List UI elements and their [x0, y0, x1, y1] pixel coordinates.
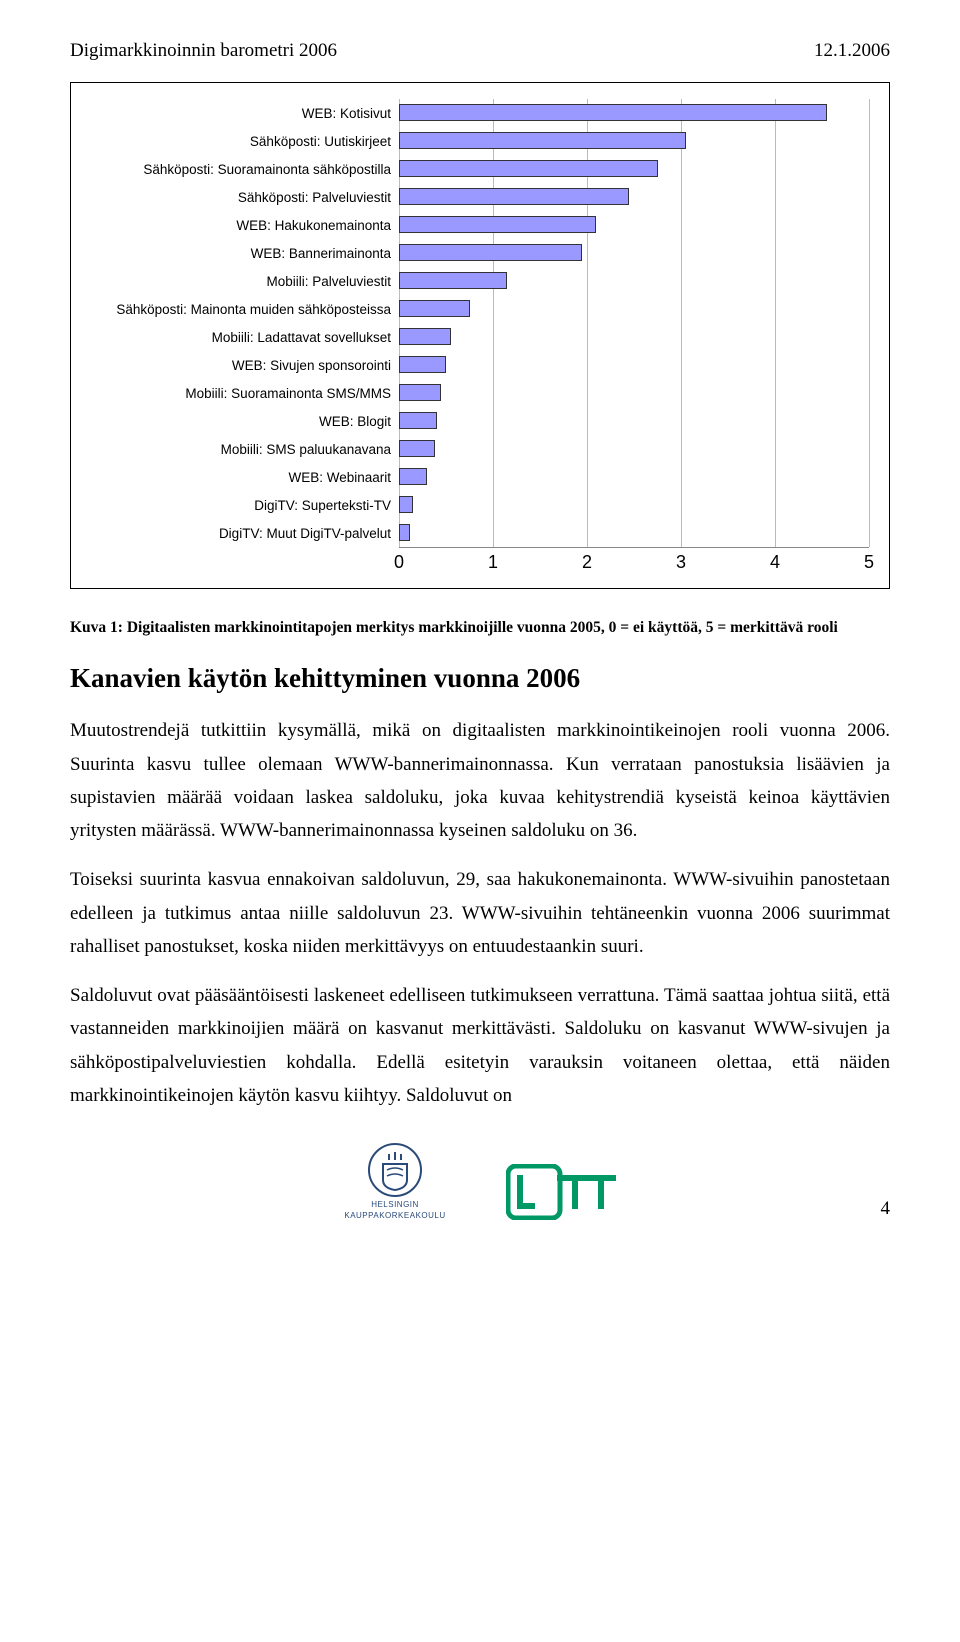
axis-tick: 3	[676, 552, 686, 573]
chart-bar	[399, 188, 629, 205]
chart-bar-label: Mobiili: SMS paluukanavana	[81, 442, 399, 457]
body-paragraph: Muutostrendejä tutkittiin kysymällä, mik…	[70, 714, 890, 847]
chart-row: Mobiili: Suoramainonta SMS/MMS	[81, 379, 869, 407]
chart-bar-label: WEB: Hakukonemainonta	[81, 218, 399, 233]
chart-bar-track	[399, 519, 869, 547]
chart-bar	[399, 496, 413, 513]
doc-date: 12.1.2006	[814, 40, 890, 62]
chart-row: WEB: Hakukonemainonta	[81, 211, 869, 239]
crest-icon	[367, 1142, 423, 1198]
bar-chart-container: WEB: Kotisivut Sähköposti: Uutiskirjeet Sä…	[70, 82, 890, 589]
chart-bar	[399, 524, 410, 541]
doc-title: Digimarkkinoinnin barometri 2006	[70, 40, 337, 62]
chart-bar	[399, 244, 582, 261]
chart-bar	[399, 300, 470, 317]
chart-bar-label: DigiTV: Superteksti-TV	[81, 498, 399, 513]
chart-bar	[399, 384, 441, 401]
logo-hse-text-2: KAUPPAKORKEAKOULU	[344, 1211, 445, 1220]
chart-bar-label: WEB: Sivujen sponsorointi	[81, 358, 399, 373]
chart-bar	[399, 104, 827, 121]
chart-x-axis: 012345	[81, 547, 869, 578]
chart-bar	[399, 216, 596, 233]
chart-bar	[399, 356, 446, 373]
chart-bar-label: WEB: Blogit	[81, 414, 399, 429]
chart-row: WEB: Sivujen sponsorointi	[81, 351, 869, 379]
chart-bar	[399, 160, 658, 177]
chart-bar-track	[399, 491, 869, 519]
page-header: Digimarkkinoinnin barometri 2006 12.1.20…	[70, 40, 890, 62]
chart-row: DigiTV: Muut DigiTV-palvelut	[81, 519, 869, 547]
section-heading: Kanavien käytön kehittyminen vuonna 2006	[70, 663, 890, 694]
chart-bar-track	[399, 295, 869, 323]
chart-bar-track	[399, 463, 869, 491]
chart-bar	[399, 412, 437, 429]
body-paragraph: Toiseksi suurinta kasvua ennakoivan sald…	[70, 863, 890, 963]
chart-bar-track	[399, 351, 869, 379]
chart-bar-label: Sähköposti: Uutiskirjeet	[81, 134, 399, 149]
chart-row: Mobiili: SMS paluukanavana	[81, 435, 869, 463]
chart-bar-track	[399, 407, 869, 435]
chart-row: WEB: Webinaarit	[81, 463, 869, 491]
chart-row: WEB: Kotisivut	[81, 99, 869, 127]
chart-row: Sähköposti: Mainonta muiden sähköposteis…	[81, 295, 869, 323]
chart-bar-label: DigiTV: Muut DigiTV-palvelut	[81, 526, 399, 541]
chart-bar-track	[399, 323, 869, 351]
chart-bar	[399, 328, 451, 345]
chart-bar-track	[399, 127, 869, 155]
chart-row: Mobiili: Ladattavat sovellukset	[81, 323, 869, 351]
chart-row: Sähköposti: Uutiskirjeet	[81, 127, 869, 155]
logo-ltt	[506, 1164, 616, 1220]
chart-bar-track	[399, 183, 869, 211]
chart-bar-label: Mobiili: Ladattavat sovellukset	[81, 330, 399, 345]
page-number: 4	[881, 1198, 891, 1220]
figure-caption: Kuva 1: Digitaalisten markkinointitapoje…	[70, 617, 890, 639]
chart-row: WEB: Blogit	[81, 407, 869, 435]
chart-bar-track	[399, 239, 869, 267]
page-footer: HELSINGIN KAUPPAKORKEAKOULU 4	[70, 1142, 890, 1220]
chart-row: WEB: Bannerimainonta	[81, 239, 869, 267]
chart-row: Mobiili: Palveluviestit	[81, 267, 869, 295]
axis-tick: 1	[488, 552, 498, 573]
chart-bar-label: Sähköposti: Suoramainonta sähköpostilla	[81, 162, 399, 177]
axis-tick: 5	[864, 552, 874, 573]
chart-bar-track	[399, 99, 869, 127]
chart-row: Sähköposti: Suoramainonta sähköpostilla	[81, 155, 869, 183]
chart-bar	[399, 440, 435, 457]
logo-hse-text-1: HELSINGIN	[371, 1200, 419, 1209]
chart-row: Sähköposti: Palveluviestit	[81, 183, 869, 211]
axis-tick: 4	[770, 552, 780, 573]
chart-bar-label: WEB: Bannerimainonta	[81, 246, 399, 261]
chart-bar	[399, 468, 427, 485]
axis-tick: 2	[582, 552, 592, 573]
chart-bar	[399, 272, 507, 289]
chart-bar-label: Mobiili: Suoramainonta SMS/MMS	[81, 386, 399, 401]
logo-hse: HELSINGIN KAUPPAKORKEAKOULU	[344, 1142, 445, 1220]
chart-bar-track	[399, 211, 869, 239]
chart-bar-label: Sähköposti: Palveluviestit	[81, 190, 399, 205]
ltt-icon	[506, 1164, 616, 1220]
chart-bar-track	[399, 435, 869, 463]
axis-tick: 0	[394, 552, 404, 573]
chart-bar-label: Sähköposti: Mainonta muiden sähköposteis…	[81, 302, 399, 317]
body-paragraph: Saldoluvut ovat pääsääntöisesti laskenee…	[70, 979, 890, 1112]
chart-bar	[399, 132, 686, 149]
chart-bar-label: WEB: Webinaarit	[81, 470, 399, 485]
chart-row: DigiTV: Superteksti-TV	[81, 491, 869, 519]
chart-bar-track	[399, 267, 869, 295]
chart-bar-track	[399, 155, 869, 183]
chart-bar-track	[399, 379, 869, 407]
chart-bar-label: WEB: Kotisivut	[81, 106, 399, 121]
chart-bar-label: Mobiili: Palveluviestit	[81, 274, 399, 289]
